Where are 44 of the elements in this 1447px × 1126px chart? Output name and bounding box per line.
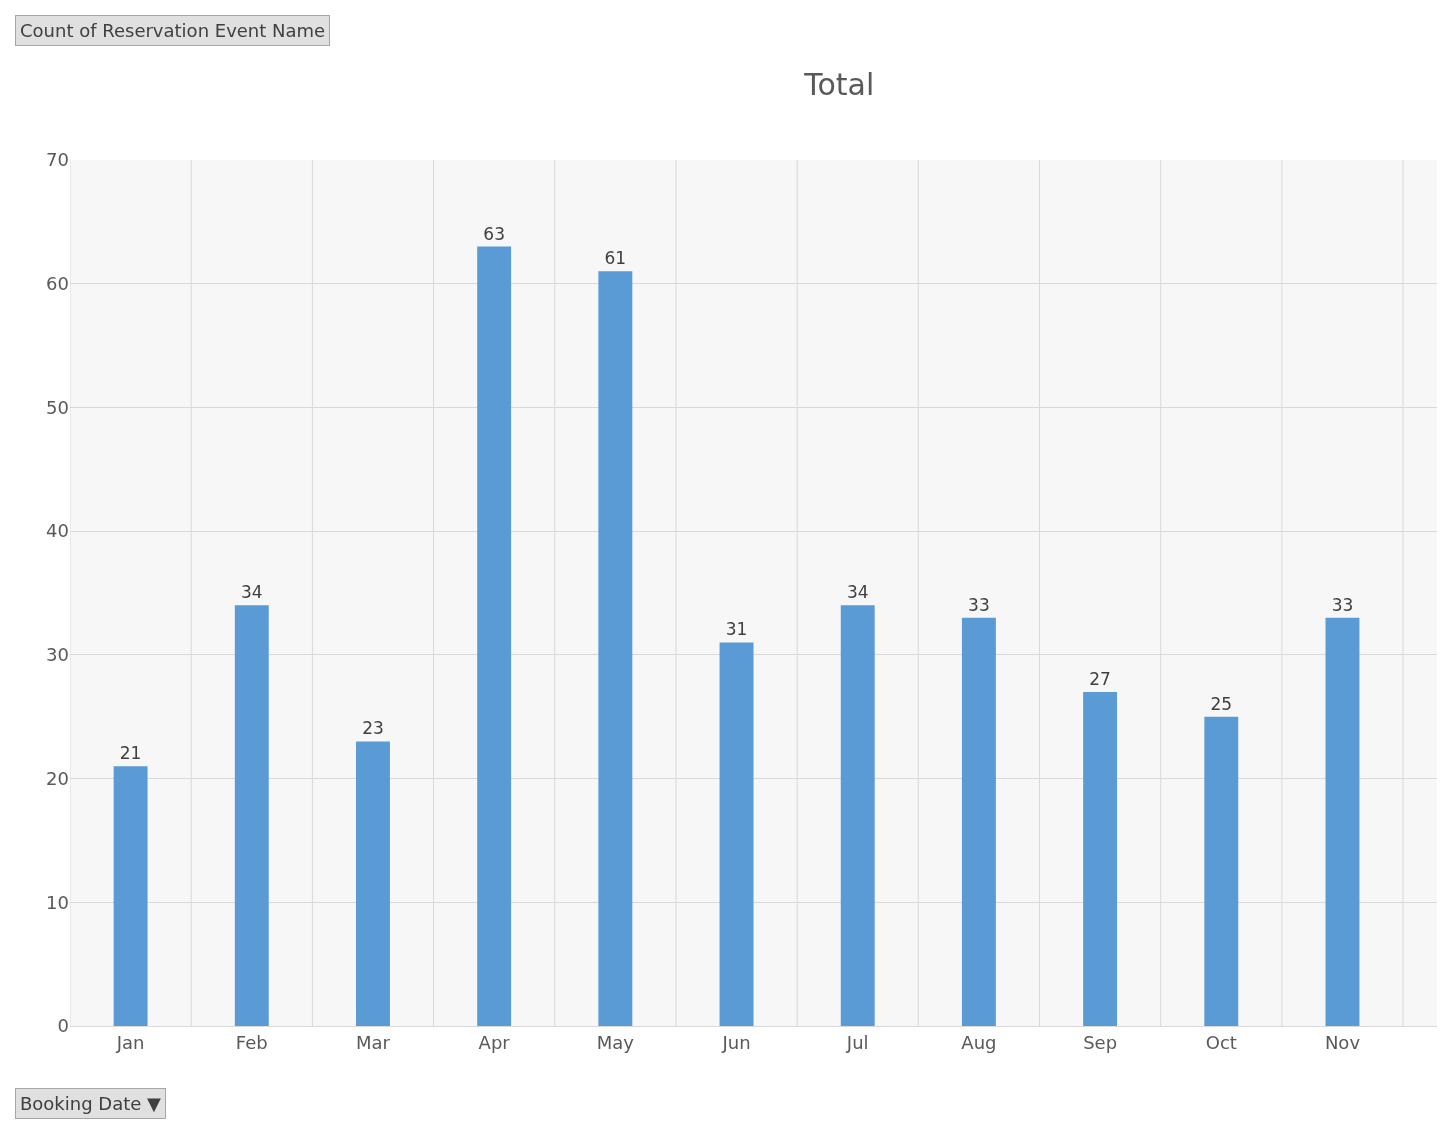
data-label: 63 (483, 223, 505, 244)
data-label: 23 (362, 718, 384, 739)
y-tick-label: 20 (46, 767, 69, 789)
text: Count of Reservation Event Name (20, 20, 326, 41)
bar (477, 246, 512, 1026)
data-label: 31 (725, 619, 748, 640)
x-tick-label: Aug (961, 1031, 997, 1053)
data-label: 21 (119, 743, 142, 764)
x-tick-label: Apr (478, 1031, 511, 1053)
y-tick-label: 0 (57, 1015, 69, 1037)
text: Booking Date ▼ (20, 1093, 162, 1114)
y-tick-label: 60 (46, 273, 69, 295)
x-tick-label: Feb (235, 1031, 268, 1053)
bar (1083, 691, 1118, 1026)
data-label: 34 (240, 582, 263, 603)
x-tick-label: Jul (845, 1031, 869, 1053)
y-tick-label: 50 (46, 396, 69, 418)
data-label: 61 (604, 248, 627, 269)
bar (234, 605, 269, 1026)
x-tick-label: Nov (1324, 1031, 1361, 1053)
y-tick-label: 30 (46, 644, 69, 666)
x-tick-label: Oct (1205, 1031, 1237, 1053)
x-tick-label: Jun (721, 1031, 751, 1053)
x-tick-label: Jan (115, 1031, 145, 1053)
x-tick-label: Sep (1083, 1031, 1118, 1053)
y-tick-label: 70 (46, 149, 69, 171)
y-tick-label: 10 (46, 891, 69, 913)
x-tick-label: Mar (355, 1031, 391, 1053)
bar (113, 766, 148, 1026)
data-label: 33 (1331, 594, 1354, 615)
bar (356, 741, 390, 1026)
y-tick-label: 40 (46, 520, 69, 542)
bar (961, 617, 996, 1026)
bar (1325, 617, 1360, 1026)
bar (1204, 716, 1239, 1026)
data-label: 27 (1089, 668, 1111, 689)
data-label: 25 (1210, 693, 1233, 714)
x-tick-label: May (596, 1031, 635, 1053)
chart-title: Total (803, 66, 875, 102)
bar (719, 642, 754, 1026)
bar (598, 271, 633, 1026)
bar (840, 605, 875, 1026)
data-label: 34 (846, 582, 869, 603)
data-label: 33 (968, 594, 990, 615)
